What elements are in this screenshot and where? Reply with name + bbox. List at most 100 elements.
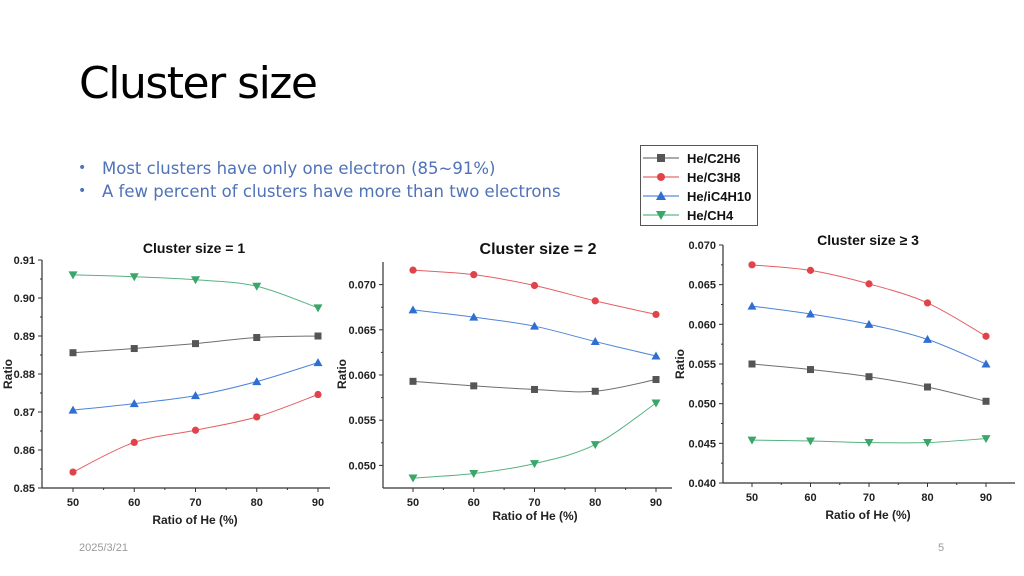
triangle-up-marker-icon — [643, 191, 679, 200]
y-tick-label: 0.060 — [348, 370, 376, 382]
triangle-down-marker-icon — [191, 276, 200, 285]
triangle-down-marker-icon — [408, 474, 418, 483]
square-marker-icon — [591, 387, 599, 395]
triangle-down-marker-icon — [643, 211, 679, 220]
triangle-up-marker-icon — [981, 359, 991, 368]
y-axis-label: Ratio — [335, 359, 349, 389]
triangle-down-marker-icon — [747, 436, 757, 445]
x-tick-label: 90 — [650, 497, 662, 509]
triangle-down-marker-icon — [129, 273, 139, 282]
square-marker-icon — [807, 366, 814, 374]
triangle-up-marker-icon — [68, 405, 78, 414]
circle-marker-icon — [865, 280, 873, 288]
y-tick-label: 0.070 — [688, 240, 716, 252]
y-tick-label: 0.055 — [688, 359, 716, 371]
circle-marker-icon — [530, 281, 539, 290]
chart-title: Cluster size ≥ 3 — [817, 232, 919, 248]
legend-item-ic4h10: He/iC4H10 — [641, 186, 751, 206]
triangle-up-marker-icon — [747, 301, 757, 310]
y-tick-label: 0.040 — [688, 478, 716, 490]
footer-date: 2025/3/21 — [79, 542, 128, 554]
chart-legend: He/C2H6 He/C3H8 He/iC4H10 He/CH4 — [640, 145, 758, 226]
triangle-up-marker-icon — [530, 321, 539, 330]
triangle-down-marker-icon — [469, 470, 479, 479]
circle-marker-icon — [923, 299, 932, 307]
triangle-up-marker-icon — [806, 309, 815, 318]
triangle-up-marker-icon — [864, 319, 874, 328]
circle-marker-icon — [253, 413, 261, 421]
triangle-down-marker-icon — [806, 437, 815, 446]
legend-item-ch4: He/CH4 — [641, 205, 733, 225]
x-axis-label: Ratio of He (%) — [825, 508, 910, 522]
legend-item-c3h8: He/C3H8 — [641, 167, 740, 187]
square-marker-icon — [130, 345, 138, 353]
bullet-icon: • — [78, 160, 87, 176]
triangle-up-marker-icon — [408, 305, 418, 314]
circle-marker-icon — [130, 438, 138, 446]
x-tick-label: 80 — [921, 492, 933, 504]
square-marker-icon — [865, 373, 873, 381]
circle-marker-icon — [191, 426, 200, 434]
y-tick-label: 0.050 — [688, 399, 716, 411]
bullet-text: A few percent of clusters have more than… — [102, 182, 561, 201]
y-tick-label: 0.060 — [688, 319, 716, 331]
square-marker-icon — [924, 383, 931, 391]
square-marker-icon — [69, 349, 77, 357]
triangle-up-marker-icon — [313, 358, 323, 367]
y-tick-label: 0.86 — [14, 445, 35, 457]
series-line — [412, 309, 657, 357]
triangle-down-marker-icon — [864, 439, 874, 448]
x-tick-label: 50 — [67, 497, 79, 509]
circle-marker-icon — [982, 332, 990, 340]
circle-marker-icon — [643, 173, 679, 181]
x-tick-label: 70 — [528, 497, 540, 509]
circle-marker-icon — [806, 266, 815, 274]
y-tick-label: 0.89 — [14, 331, 35, 343]
y-tick-label: 0.070 — [348, 280, 376, 292]
series-line — [412, 269, 657, 315]
y-tick-label: 0.87 — [14, 407, 35, 419]
circle-marker-icon — [591, 297, 599, 305]
circle-marker-icon — [470, 271, 478, 279]
bullet-icon: • — [78, 183, 87, 199]
square-marker-icon — [643, 154, 679, 162]
triangle-up-marker-icon — [129, 399, 139, 408]
y-tick-label: 0.88 — [14, 369, 35, 381]
x-tick-label: 90 — [312, 497, 324, 509]
chart-title: Cluster size = 2 — [480, 241, 597, 258]
triangle-up-marker-icon — [923, 334, 932, 343]
x-tick-label: 50 — [746, 492, 758, 504]
square-marker-icon — [748, 360, 756, 368]
bullet-list: • Most clusters have only one electron (8… — [76, 157, 561, 203]
series-line — [72, 362, 319, 411]
triangle-up-marker-icon — [191, 391, 200, 400]
x-tick-label: 80 — [589, 497, 601, 509]
y-tick-label: 0.055 — [348, 415, 376, 427]
y-tick-label: 0.90 — [14, 293, 35, 305]
circle-marker-icon — [409, 266, 417, 274]
circle-marker-icon — [748, 261, 756, 269]
triangle-up-marker-icon — [651, 351, 661, 360]
triangle-down-marker-icon — [68, 271, 78, 280]
square-marker-icon — [652, 376, 660, 384]
x-tick-label: 60 — [128, 497, 140, 509]
x-tick-label: 90 — [980, 492, 992, 504]
triangle-down-marker-icon — [981, 435, 991, 444]
triangle-up-marker-icon — [469, 312, 479, 321]
chart-title: Cluster size = 1 — [143, 240, 246, 256]
triangle-up-marker-icon — [252, 377, 262, 386]
y-axis-label: Ratio — [1, 359, 15, 389]
x-axis-label: Ratio of He (%) — [152, 513, 237, 527]
square-marker-icon — [531, 385, 538, 393]
page-number: 5 — [938, 542, 945, 554]
legend-item-c2h6: He/C2H6 — [641, 148, 740, 168]
circle-marker-icon — [314, 390, 322, 399]
x-tick-label: 60 — [468, 497, 480, 509]
square-marker-icon — [470, 382, 478, 390]
square-marker-icon — [409, 377, 417, 385]
x-tick-label: 70 — [189, 497, 201, 509]
slide-title: Cluster size — [79, 58, 318, 109]
bullet-text: Most clusters have only one electron (85… — [102, 159, 496, 178]
triangle-down-marker-icon — [590, 441, 600, 450]
y-tick-label: 0.045 — [688, 438, 716, 450]
